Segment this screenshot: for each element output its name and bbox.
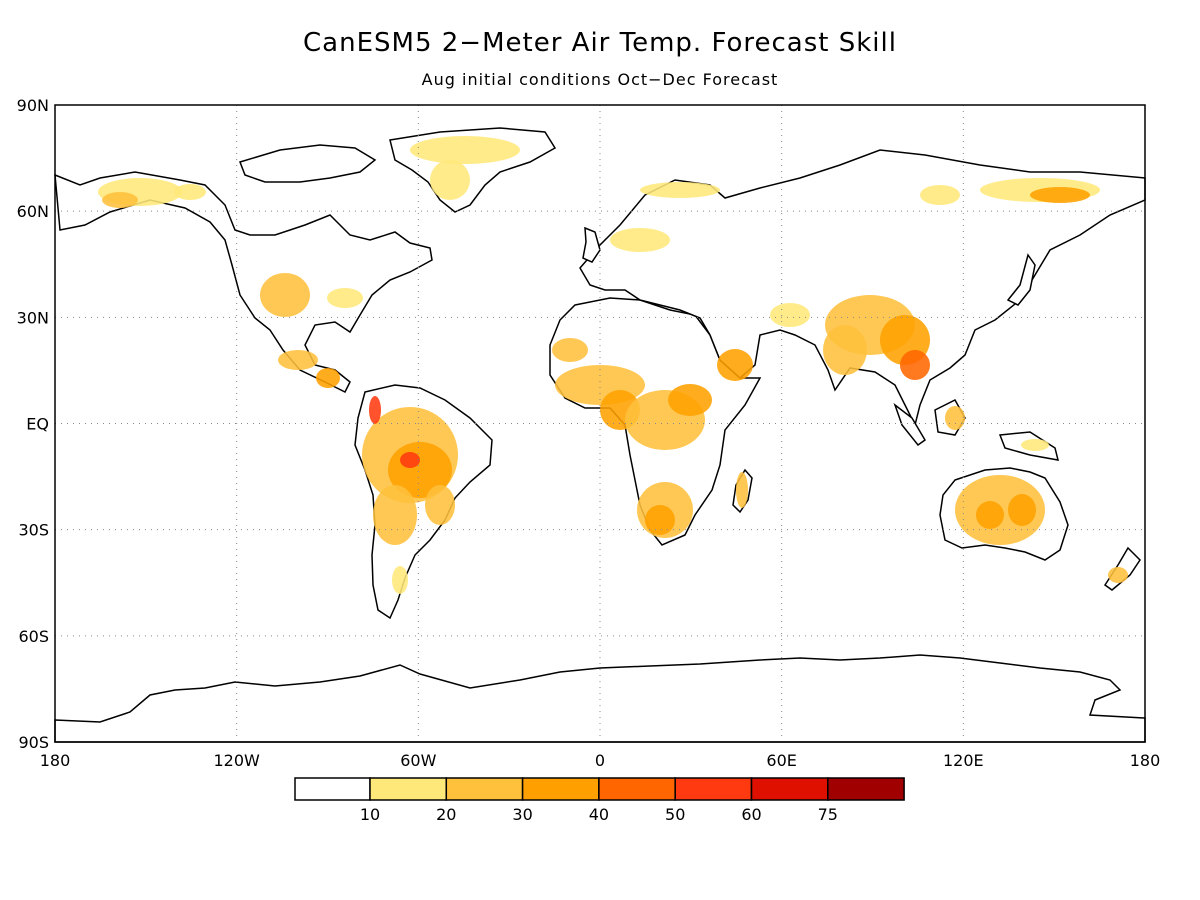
skill-shaded-area [736, 472, 748, 508]
legend-color-box [294, 777, 371, 801]
legend-color-box [445, 777, 524, 801]
skill-shaded-area [552, 338, 588, 362]
skill-shaded-area [174, 184, 206, 200]
skill-shaded-area [316, 368, 340, 388]
legend-label: 40 [589, 805, 609, 824]
skill-shaded-area [610, 228, 670, 252]
skill-shaded-area [410, 136, 520, 164]
skill-shaded-area [278, 350, 318, 370]
skill-shaded-area [425, 485, 455, 525]
legend-label: 75 [818, 805, 838, 824]
latitude-axis: 90N 60N 30N EQ 30S 60S 90S [17, 96, 49, 752]
map-frame [54, 104, 1146, 743]
legend-color-box [521, 777, 600, 801]
lat-tick-label: 30N [17, 308, 49, 327]
skill-shaded-area [920, 185, 960, 205]
lat-tick-label: 90S [18, 733, 49, 752]
lat-tick-label: EQ [26, 415, 49, 434]
legend-label: 60 [741, 805, 761, 824]
legend-label: 10 [360, 805, 380, 824]
legend-label: 30 [512, 805, 532, 824]
skill-shaded-area [1021, 439, 1049, 451]
skill-shaded-area [1008, 494, 1036, 526]
legend-color-box [598, 777, 676, 801]
skill-shading [98, 136, 1128, 594]
skill-shaded-area [369, 396, 381, 424]
lon-tick-label: 180 [1130, 751, 1161, 770]
lon-tick-label: 120W [213, 751, 260, 770]
lat-tick-label: 60S [18, 627, 49, 646]
chart-subtitle: Aug initial conditions Oct−Dec Forecast [421, 70, 779, 89]
skill-shaded-area [945, 406, 965, 430]
land-north-america [54, 171, 433, 394]
skill-shaded-area [392, 566, 408, 594]
skill-shaded-area [770, 303, 810, 327]
skill-shaded-area [327, 288, 363, 308]
lat-tick-label: 90N [17, 96, 49, 115]
skill-shaded-area [976, 501, 1004, 529]
land-british-isles [582, 226, 601, 263]
lon-tick-label: 120E [943, 751, 984, 770]
chart-title: CanESM5 2−Meter Air Temp. Forecast Skill [303, 28, 897, 58]
skill-shaded-area [717, 349, 753, 381]
lon-tick-label: 60W [400, 751, 436, 770]
lon-tick-label: 60E [766, 751, 796, 770]
legend-color-box [369, 777, 448, 801]
land-antarctica [54, 654, 1146, 743]
skill-shaded-area [900, 350, 930, 380]
skill-shaded-area [400, 452, 420, 468]
skill-shaded-area [373, 485, 417, 545]
lon-tick-label: 0 [595, 751, 605, 770]
color-legend: 10 20 30 40 50 60 75 [294, 777, 905, 824]
land-sumatra [893, 402, 926, 447]
longitude-axis: 180 120W 60W 0 60E 120E 180 [40, 751, 1161, 770]
legend-label: 20 [436, 805, 456, 824]
lat-tick-label: 30S [18, 521, 49, 540]
skill-shaded-area [1108, 567, 1128, 583]
lat-tick-label: 60N [17, 202, 49, 221]
skill-shaded-area [640, 182, 720, 198]
skill-shaded-area [1030, 187, 1090, 203]
skill-shaded-area [645, 505, 675, 535]
legend-color-box [750, 777, 829, 801]
skill-shaded-area [668, 384, 712, 416]
legend-label: 50 [665, 805, 685, 824]
skill-shaded-area [823, 325, 867, 375]
land-japan [1006, 253, 1036, 306]
legend-color-box [827, 777, 905, 801]
skill-shaded-area [260, 273, 310, 317]
skill-shaded-area [102, 192, 138, 208]
skill-shaded-area [430, 160, 470, 200]
legend-color-box [674, 777, 753, 801]
lon-tick-label: 180 [40, 751, 71, 770]
land-arctic-islands [239, 144, 377, 183]
map-gridlines [55, 105, 1145, 742]
